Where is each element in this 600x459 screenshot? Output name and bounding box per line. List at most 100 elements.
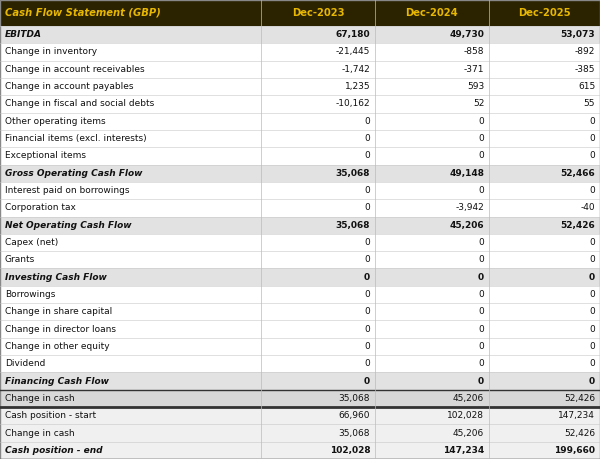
Text: 67,180: 67,180 bbox=[335, 30, 370, 39]
Text: 199,660: 199,660 bbox=[554, 446, 595, 455]
Text: 1,235: 1,235 bbox=[344, 82, 370, 91]
Text: -40: -40 bbox=[581, 203, 595, 213]
Text: 0: 0 bbox=[589, 325, 595, 334]
Text: 35,068: 35,068 bbox=[336, 169, 370, 178]
Text: Change in cash: Change in cash bbox=[5, 394, 74, 403]
Bar bbox=[0, 164, 600, 182]
Bar bbox=[0, 130, 600, 147]
Text: 52,426: 52,426 bbox=[564, 429, 595, 437]
Bar bbox=[0, 78, 600, 95]
Bar bbox=[0, 217, 600, 234]
Text: 52,426: 52,426 bbox=[564, 394, 595, 403]
Text: 0: 0 bbox=[589, 134, 595, 143]
Text: Dividend: Dividend bbox=[5, 359, 45, 368]
Bar bbox=[0, 95, 600, 112]
Text: 0: 0 bbox=[589, 359, 595, 368]
Text: 0: 0 bbox=[589, 273, 595, 282]
Text: Cash position - end: Cash position - end bbox=[5, 446, 103, 455]
Text: 52,466: 52,466 bbox=[560, 169, 595, 178]
Text: Change in other equity: Change in other equity bbox=[5, 342, 109, 351]
Text: 0: 0 bbox=[478, 359, 484, 368]
Text: 0: 0 bbox=[589, 376, 595, 386]
Bar bbox=[0, 372, 600, 390]
Bar bbox=[0, 182, 600, 199]
Text: 615: 615 bbox=[578, 82, 595, 91]
Text: 0: 0 bbox=[478, 290, 484, 299]
Text: 0: 0 bbox=[589, 290, 595, 299]
Text: 0: 0 bbox=[589, 117, 595, 126]
Text: Gross Operating Cash Flow: Gross Operating Cash Flow bbox=[5, 169, 142, 178]
Text: -892: -892 bbox=[575, 47, 595, 56]
Text: 147,234: 147,234 bbox=[443, 446, 484, 455]
Text: 0: 0 bbox=[478, 238, 484, 247]
Text: 0: 0 bbox=[364, 307, 370, 316]
Text: 0: 0 bbox=[364, 238, 370, 247]
Bar bbox=[0, 338, 600, 355]
Text: -371: -371 bbox=[464, 65, 484, 74]
Bar bbox=[0, 442, 600, 459]
Bar bbox=[0, 0, 600, 26]
Bar bbox=[0, 320, 600, 338]
Text: 0: 0 bbox=[589, 186, 595, 195]
Text: 0: 0 bbox=[478, 342, 484, 351]
Text: 0: 0 bbox=[478, 255, 484, 264]
Bar bbox=[0, 390, 600, 407]
Text: 49,730: 49,730 bbox=[449, 30, 484, 39]
Text: 0: 0 bbox=[478, 273, 484, 282]
Text: -858: -858 bbox=[464, 47, 484, 56]
Text: Interest paid on borrowings: Interest paid on borrowings bbox=[5, 186, 130, 195]
Text: Investing Cash Flow: Investing Cash Flow bbox=[5, 273, 107, 282]
Bar bbox=[0, 355, 600, 372]
Text: 0: 0 bbox=[478, 151, 484, 160]
Text: 0: 0 bbox=[364, 134, 370, 143]
Text: Capex (net): Capex (net) bbox=[5, 238, 58, 247]
Text: 0: 0 bbox=[364, 255, 370, 264]
Text: Dec-2025: Dec-2025 bbox=[518, 8, 571, 18]
Text: 0: 0 bbox=[364, 117, 370, 126]
Text: EBITDA: EBITDA bbox=[5, 30, 42, 39]
Text: 55: 55 bbox=[584, 100, 595, 108]
Text: 0: 0 bbox=[364, 273, 370, 282]
Text: Change in account receivables: Change in account receivables bbox=[5, 65, 145, 74]
Bar bbox=[0, 43, 600, 61]
Text: 0: 0 bbox=[589, 238, 595, 247]
Bar bbox=[0, 407, 600, 425]
Text: 35,068: 35,068 bbox=[336, 221, 370, 230]
Text: Change in director loans: Change in director loans bbox=[5, 325, 116, 334]
Text: 35,068: 35,068 bbox=[338, 394, 370, 403]
Text: Borrowings: Borrowings bbox=[5, 290, 55, 299]
Text: -1,742: -1,742 bbox=[341, 65, 370, 74]
Text: Change in account payables: Change in account payables bbox=[5, 82, 133, 91]
Text: Financing Cash Flow: Financing Cash Flow bbox=[5, 376, 109, 386]
Text: 52: 52 bbox=[473, 100, 484, 108]
Text: Dec-2023: Dec-2023 bbox=[292, 8, 344, 18]
Text: -3,942: -3,942 bbox=[455, 203, 484, 213]
Text: Change in fiscal and social debts: Change in fiscal and social debts bbox=[5, 100, 154, 108]
Text: -385: -385 bbox=[575, 65, 595, 74]
Text: 0: 0 bbox=[364, 203, 370, 213]
Bar bbox=[0, 303, 600, 320]
Text: Corporation tax: Corporation tax bbox=[5, 203, 76, 213]
Text: 147,234: 147,234 bbox=[559, 411, 595, 420]
Text: 0: 0 bbox=[589, 342, 595, 351]
Text: 53,073: 53,073 bbox=[560, 30, 595, 39]
Text: 0: 0 bbox=[589, 307, 595, 316]
Text: Net Operating Cash Flow: Net Operating Cash Flow bbox=[5, 221, 131, 230]
Text: 0: 0 bbox=[364, 290, 370, 299]
Bar bbox=[0, 61, 600, 78]
Text: 0: 0 bbox=[364, 151, 370, 160]
Text: 0: 0 bbox=[478, 325, 484, 334]
Text: 0: 0 bbox=[364, 359, 370, 368]
Text: 0: 0 bbox=[364, 376, 370, 386]
Text: 35,068: 35,068 bbox=[338, 429, 370, 437]
Text: 49,148: 49,148 bbox=[449, 169, 484, 178]
Text: Change in cash: Change in cash bbox=[5, 429, 74, 437]
Text: 0: 0 bbox=[589, 151, 595, 160]
Text: 102,028: 102,028 bbox=[447, 411, 484, 420]
Bar bbox=[0, 112, 600, 130]
Bar bbox=[0, 147, 600, 164]
Bar bbox=[0, 234, 600, 251]
Text: -21,445: -21,445 bbox=[336, 47, 370, 56]
Text: 45,206: 45,206 bbox=[453, 429, 484, 437]
Bar bbox=[0, 251, 600, 269]
